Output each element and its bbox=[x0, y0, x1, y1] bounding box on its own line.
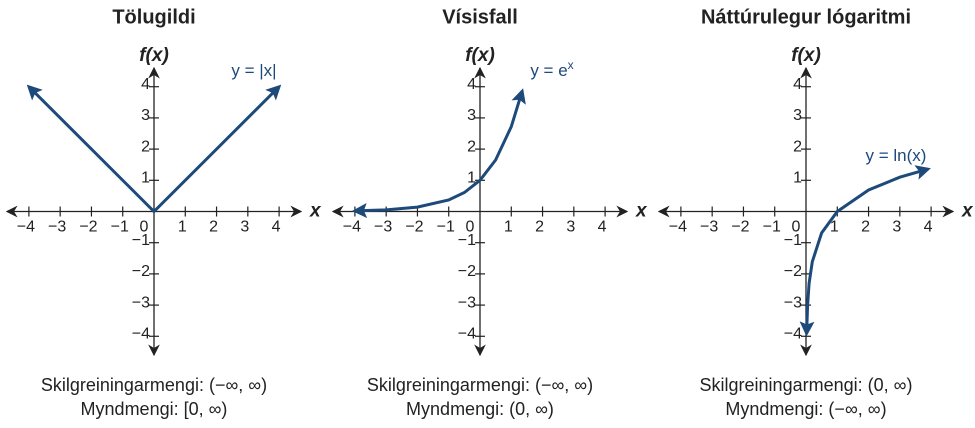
y-tick-label: −2 bbox=[132, 263, 150, 280]
x-tick-label: 0 bbox=[140, 219, 149, 236]
curve-label: y = ex bbox=[530, 58, 573, 80]
curve-label: y = ln(x) bbox=[866, 146, 927, 165]
x-tick-label: 2 bbox=[209, 219, 218, 236]
y-tick-label: −1 bbox=[458, 232, 476, 249]
y-tick-label: −3 bbox=[784, 294, 802, 311]
x-tick-label: 1 bbox=[504, 219, 513, 236]
x-tick-label: −1 bbox=[437, 219, 455, 236]
x-axis-label: x bbox=[961, 201, 974, 222]
y-axis-label: f(x) bbox=[465, 45, 495, 66]
y-tick-label: −2 bbox=[784, 263, 802, 280]
curve-label-text: y = |x| bbox=[231, 61, 276, 80]
x-tick-label: 0 bbox=[792, 219, 801, 236]
y-axis-label: f(x) bbox=[139, 45, 169, 66]
y-tick-label: −3 bbox=[132, 294, 150, 311]
y-tick-label: −2 bbox=[458, 263, 476, 280]
x-tick-label: −2 bbox=[405, 219, 423, 236]
x-tick-label: −2 bbox=[79, 219, 97, 236]
range-text: Myndmengi: [0, ∞) bbox=[81, 399, 228, 419]
x-tick-label: −1 bbox=[763, 219, 781, 236]
y-tick-label: 3 bbox=[467, 107, 476, 124]
y-tick-label: 2 bbox=[793, 138, 802, 155]
x-tick-label: −2 bbox=[731, 219, 749, 236]
y-tick-label: 1 bbox=[141, 170, 150, 187]
x-tick-label: −3 bbox=[48, 219, 66, 236]
curve-label-text: y = ln(x) bbox=[866, 146, 927, 165]
y-tick-label: −4 bbox=[458, 326, 476, 343]
x-tick-label: 4 bbox=[924, 219, 933, 236]
curve bbox=[26, 84, 282, 214]
y-tick-label: −1 bbox=[784, 232, 802, 249]
x-axis-label: x bbox=[309, 201, 322, 222]
y-tick-label: 4 bbox=[141, 76, 150, 93]
x-tick-label: 4 bbox=[598, 219, 607, 236]
curve bbox=[799, 165, 931, 337]
curve-label-text: y = e bbox=[530, 61, 567, 80]
x-tick-label: 4 bbox=[272, 219, 281, 236]
x-tick-label: 1 bbox=[178, 219, 187, 236]
domain-text: Skilgreiningarmengi: (−∞, ∞) bbox=[41, 375, 267, 395]
domain-text: Skilgreiningarmengi: (−∞, ∞) bbox=[367, 375, 593, 395]
y-tick-label: −3 bbox=[458, 294, 476, 311]
chart-title: Vísisfall bbox=[442, 6, 518, 28]
curve-label-sup: x bbox=[568, 58, 574, 72]
y-tick-label: 4 bbox=[793, 76, 802, 93]
curve-label: y = |x| bbox=[231, 61, 276, 80]
x-tick-label: 2 bbox=[535, 219, 544, 236]
x-tick-label: −1 bbox=[111, 219, 129, 236]
y-axis-label: f(x) bbox=[791, 45, 821, 66]
x-tick-label: 3 bbox=[566, 219, 575, 236]
y-tick-label: −1 bbox=[132, 232, 150, 249]
y-tick-label: 1 bbox=[793, 170, 802, 187]
x-tick-label: 3 bbox=[892, 219, 901, 236]
x-tick-label: −4 bbox=[669, 219, 687, 236]
x-tick-label: 0 bbox=[466, 219, 475, 236]
x-tick-label: −4 bbox=[17, 219, 35, 236]
domain-text: Skilgreiningarmengi: (0, ∞) bbox=[700, 375, 913, 395]
y-tick-label: −4 bbox=[784, 326, 802, 343]
y-tick-label: 2 bbox=[467, 138, 476, 155]
x-axis-label: x bbox=[635, 201, 648, 222]
y-tick-label: 3 bbox=[141, 107, 150, 124]
x-tick-label: −4 bbox=[343, 219, 361, 236]
chart-title: Tölugildi bbox=[112, 6, 195, 28]
range-text: Myndmengi: (−∞, ∞) bbox=[725, 399, 886, 419]
x-tick-label: 2 bbox=[861, 219, 870, 236]
y-tick-label: 3 bbox=[793, 107, 802, 124]
y-tick-label: 2 bbox=[141, 138, 150, 155]
x-tick-label: 3 bbox=[240, 219, 249, 236]
x-tick-label: −3 bbox=[700, 219, 718, 236]
range-text: Myndmengi: (0, ∞) bbox=[406, 399, 554, 419]
y-tick-label: −4 bbox=[132, 326, 150, 343]
chart-title: Náttúrulegur lógaritmi bbox=[701, 6, 911, 28]
y-tick-label: 4 bbox=[467, 76, 476, 93]
x-tick-label: −3 bbox=[374, 219, 392, 236]
curve bbox=[351, 88, 526, 219]
